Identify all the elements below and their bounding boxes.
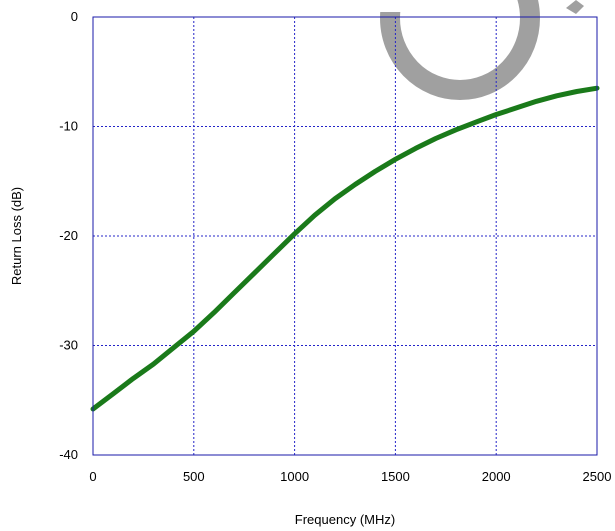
grid-lines xyxy=(92,16,598,456)
x-axis-label: Frequency (MHz) xyxy=(295,512,395,527)
x-tick-label: 1500 xyxy=(381,469,410,484)
watermark-ring-shape xyxy=(380,0,540,100)
y-axis-label: Return Loss (dB) xyxy=(9,187,24,285)
y-tick-labels: 0 -10 -20 -30 -40 xyxy=(59,9,78,462)
series-line-0 xyxy=(90,85,600,412)
series-group xyxy=(90,85,600,412)
watermark-gap xyxy=(362,0,408,12)
x-tick-label: 1000 xyxy=(280,469,309,484)
y-tick-label: -30 xyxy=(59,338,78,353)
watermark-ring xyxy=(362,0,584,100)
x-tick-label: 2500 xyxy=(583,469,612,484)
plot-frame xyxy=(92,16,598,456)
x-tick-label: 500 xyxy=(183,469,205,484)
y-tick-label: -10 xyxy=(59,119,78,134)
x-tick-labels: 0 500 1000 1500 2000 2500 xyxy=(89,469,611,484)
y-tick-label: -40 xyxy=(59,447,78,462)
x-tick-label: 2000 xyxy=(482,469,511,484)
y-tick-label: -20 xyxy=(59,228,78,243)
y-tick-label: 0 xyxy=(71,9,78,24)
watermark-mark xyxy=(566,0,584,14)
x-tick-label: 0 xyxy=(89,469,96,484)
